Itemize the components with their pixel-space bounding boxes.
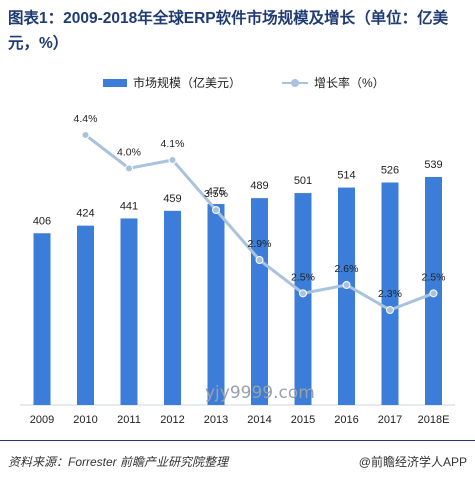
legend-item-line: 增长率（%） — [282, 74, 385, 91]
footer: 资料来源：Forrester 前瞻产业研究院整理 @前瞻经济学人APP — [0, 440, 475, 477]
legend-line-label: 增长率（%） — [314, 76, 385, 90]
x-tick-2016: 2016 — [334, 414, 358, 426]
chart-plot: 406 2009 424 2010 441 2011 459 2012 475 2013 489 20… — [20, 113, 455, 426]
x-tick-2009: 2009 — [30, 414, 54, 426]
legend-bar-label: 市场规模（亿美元） — [133, 76, 242, 90]
chart-title: 图表1：2009-2018年全球ERP软件市场规模及增长（单位：亿美元，%） — [8, 10, 449, 52]
growth-point-2018E — [429, 289, 438, 298]
growth-label-2015: 2.5% — [291, 271, 315, 283]
bar-label-2013: 475 — [207, 186, 225, 198]
bar-label-2017: 526 — [381, 164, 399, 176]
bar-2013 — [207, 204, 225, 405]
legend-bar-swatch — [103, 78, 127, 87]
bar-2012 — [164, 210, 181, 405]
x-tick-2013: 2013 — [204, 414, 228, 426]
bar-2010 — [77, 225, 94, 405]
bar-2017 — [381, 182, 399, 405]
growth-label-2013: 3.5% — [204, 188, 228, 200]
brand-label: @前瞻经济学人APP — [358, 455, 467, 469]
bar-label-2010: 424 — [76, 208, 94, 220]
growth-label-2014: 2.9% — [248, 238, 272, 250]
growth-point-2016 — [342, 281, 351, 289]
growth-label-2010: 4.4% — [74, 113, 98, 125]
bar-label-2009: 406 — [33, 215, 51, 227]
growth-point-2013 — [212, 206, 220, 214]
bar-label-2012: 459 — [163, 193, 181, 205]
x-tick-2012: 2012 — [160, 414, 184, 426]
growth-point-2015 — [299, 289, 307, 298]
growth-label-2012: 4.1% — [161, 138, 185, 150]
x-tick-2010: 2010 — [73, 414, 97, 426]
x-tick-2011: 2011 — [117, 414, 141, 426]
bar-2011 — [120, 218, 138, 405]
bar-2014 — [251, 198, 268, 405]
legend-item-bar: 市场规模（亿美元） — [103, 74, 241, 91]
x-tick-2017: 2017 — [378, 414, 402, 426]
bar-label-2011: 441 — [120, 200, 138, 212]
growth-label-2011: 4.0% — [117, 146, 141, 158]
bar-label-2016: 514 — [337, 170, 355, 182]
growth-point-2014 — [255, 256, 264, 264]
bar-2009 — [33, 233, 51, 405]
legend-line-swatch — [282, 78, 308, 88]
growth-label-2017: 2.3% — [378, 288, 402, 300]
bar-label-2018E: 539 — [424, 159, 442, 171]
growth-point-2012 — [168, 156, 177, 164]
x-tick-2014: 2014 — [247, 414, 271, 426]
growth-point-2011 — [125, 164, 133, 173]
growth-point-2017 — [386, 306, 394, 314]
bar-2016 — [338, 187, 355, 405]
growth-label-2018E: 2.5% — [422, 271, 446, 283]
bar-2015 — [294, 193, 312, 405]
watermark: yjy9999.com — [205, 383, 315, 403]
bar-label-2015: 501 — [294, 175, 312, 187]
x-tick-2018E: 2018E — [418, 414, 450, 426]
growth-point-2010 — [81, 131, 90, 139]
source-note: 资料来源：Forrester 前瞻产业研究院整理 — [8, 455, 229, 469]
x-tick-2015: 2015 — [291, 414, 315, 426]
growth-label-2016: 2.6% — [335, 263, 359, 275]
bar-label-2014: 489 — [250, 180, 268, 192]
